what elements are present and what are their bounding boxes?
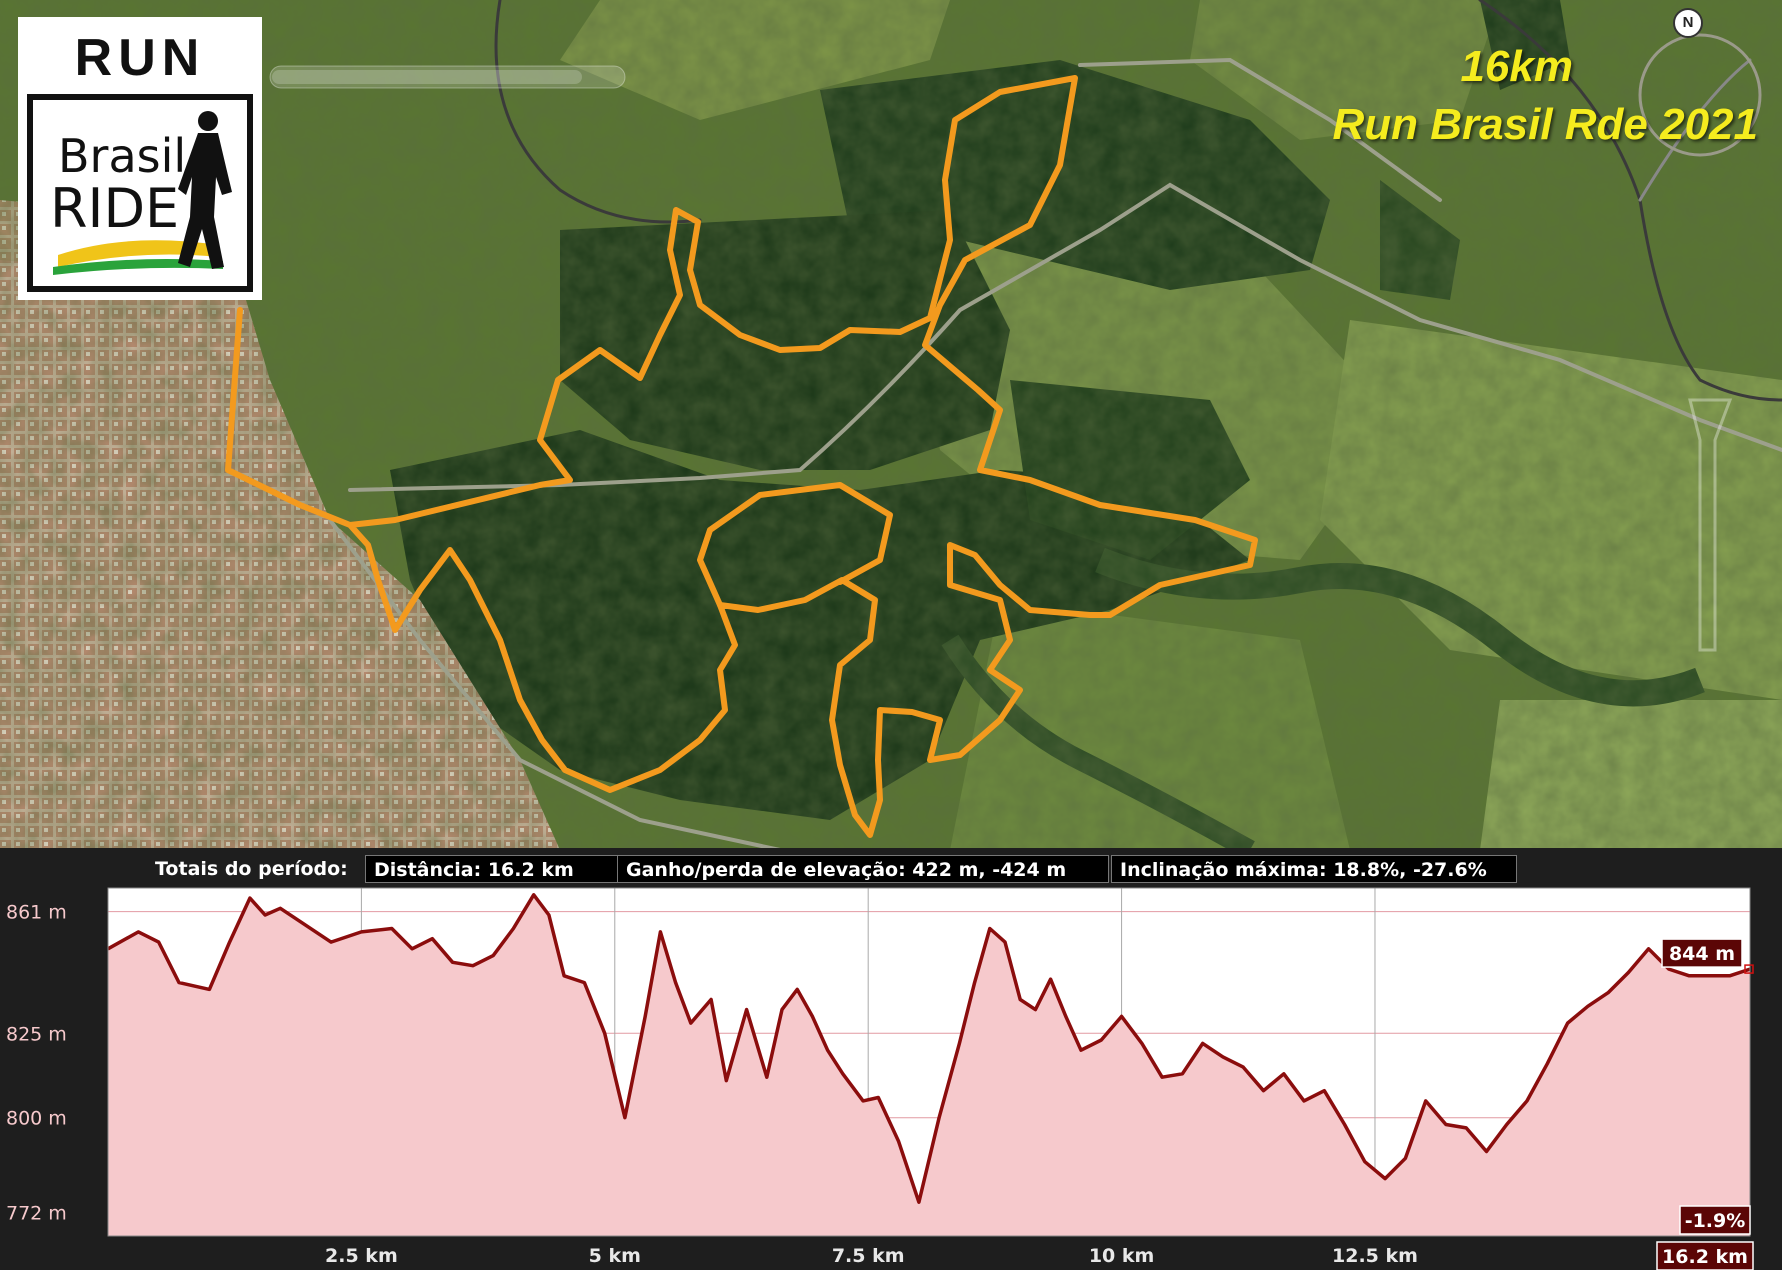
- cursor-marker: [1744, 964, 1754, 974]
- event-name-label: Run Brasil Rde 2021: [1332, 100, 1759, 149]
- y-tick-label: 825 m: [6, 1023, 67, 1045]
- y-tick-label: 800 m: [6, 1108, 67, 1130]
- total-distance-stat: Distância: 16.2 km: [365, 855, 627, 883]
- run-brasil-ride-logo: RUN Brasil RIDE: [18, 17, 262, 300]
- cursor-distance-label-box: [1656, 1241, 1754, 1270]
- route-distance-label: 16km: [1460, 42, 1573, 91]
- elevation-gain-loss-stat: Ganho/perda de elevação: 422 m, -424 m: [617, 855, 1109, 883]
- x-tick-label: 2.5 km: [325, 1245, 398, 1267]
- plot-frame: [107, 887, 1751, 1237]
- x-tick-label: 7.5 km: [832, 1245, 905, 1267]
- cursor-grade-label: -1.9%: [1685, 1210, 1746, 1232]
- elevation-area-fill: [108, 894, 1750, 1236]
- cursor-distance-label: 16.2 km: [1662, 1246, 1748, 1268]
- north-arrow-icon[interactable]: N: [1673, 8, 1703, 38]
- logo-brasil-text: Brasil: [58, 129, 186, 183]
- x-axis-labels: 2.5 km 5 km 7.5 km 10 km 12.5 km: [325, 1245, 1418, 1267]
- elevation-profile-chart[interactable]: 861 m 825 m 800 m 772 m 2.5 km 5 km 7.5 km 10 …: [0, 848, 1782, 1270]
- route-track: [225, 75, 1258, 838]
- logo-graphic: RUN Brasil RIDE: [27, 29, 253, 292]
- chart-plot: [107, 887, 1751, 1237]
- period-totals-label: Totais do período:: [155, 858, 348, 880]
- satellite-map[interactable]: [0, 0, 1782, 850]
- elevation-profile-line: [107, 893, 1751, 1204]
- map-title: 16km Run Brasil Rde 2021: [1333, 38, 1759, 154]
- cursor-grade-label-box: [1679, 1205, 1751, 1235]
- runner-silhouette-icon: [178, 111, 232, 269]
- cursor-elevation-label-box: [1661, 938, 1743, 968]
- y-tick-label: 861 m: [6, 902, 67, 924]
- cursor-elevation-label: 844 m: [1669, 943, 1735, 965]
- x-tick-label: 10 km: [1089, 1245, 1155, 1267]
- x-tick-label: 5 km: [589, 1245, 641, 1267]
- logo-run-text: RUN: [75, 29, 206, 87]
- max-grade-stat: Inclinação máxima: 18.8%, -27.6%: [1111, 855, 1517, 883]
- y-tick-label: 772 m: [6, 1202, 67, 1224]
- logo-ride-text: RIDE: [50, 177, 179, 240]
- map-zoom-control[interactable]: [1688, 398, 1733, 652]
- x-tick-label: 12.5 km: [1332, 1245, 1418, 1267]
- map-slider-control[interactable]: [269, 65, 626, 89]
- y-axis-labels: 861 m 825 m 800 m 772 m: [6, 902, 67, 1225]
- roads-layer: [328, 0, 1782, 850]
- terrain-layer: [0, 0, 1782, 850]
- chart-cursor[interactable]: 844 m -1.9% 16.2 km: [1656, 938, 1754, 1270]
